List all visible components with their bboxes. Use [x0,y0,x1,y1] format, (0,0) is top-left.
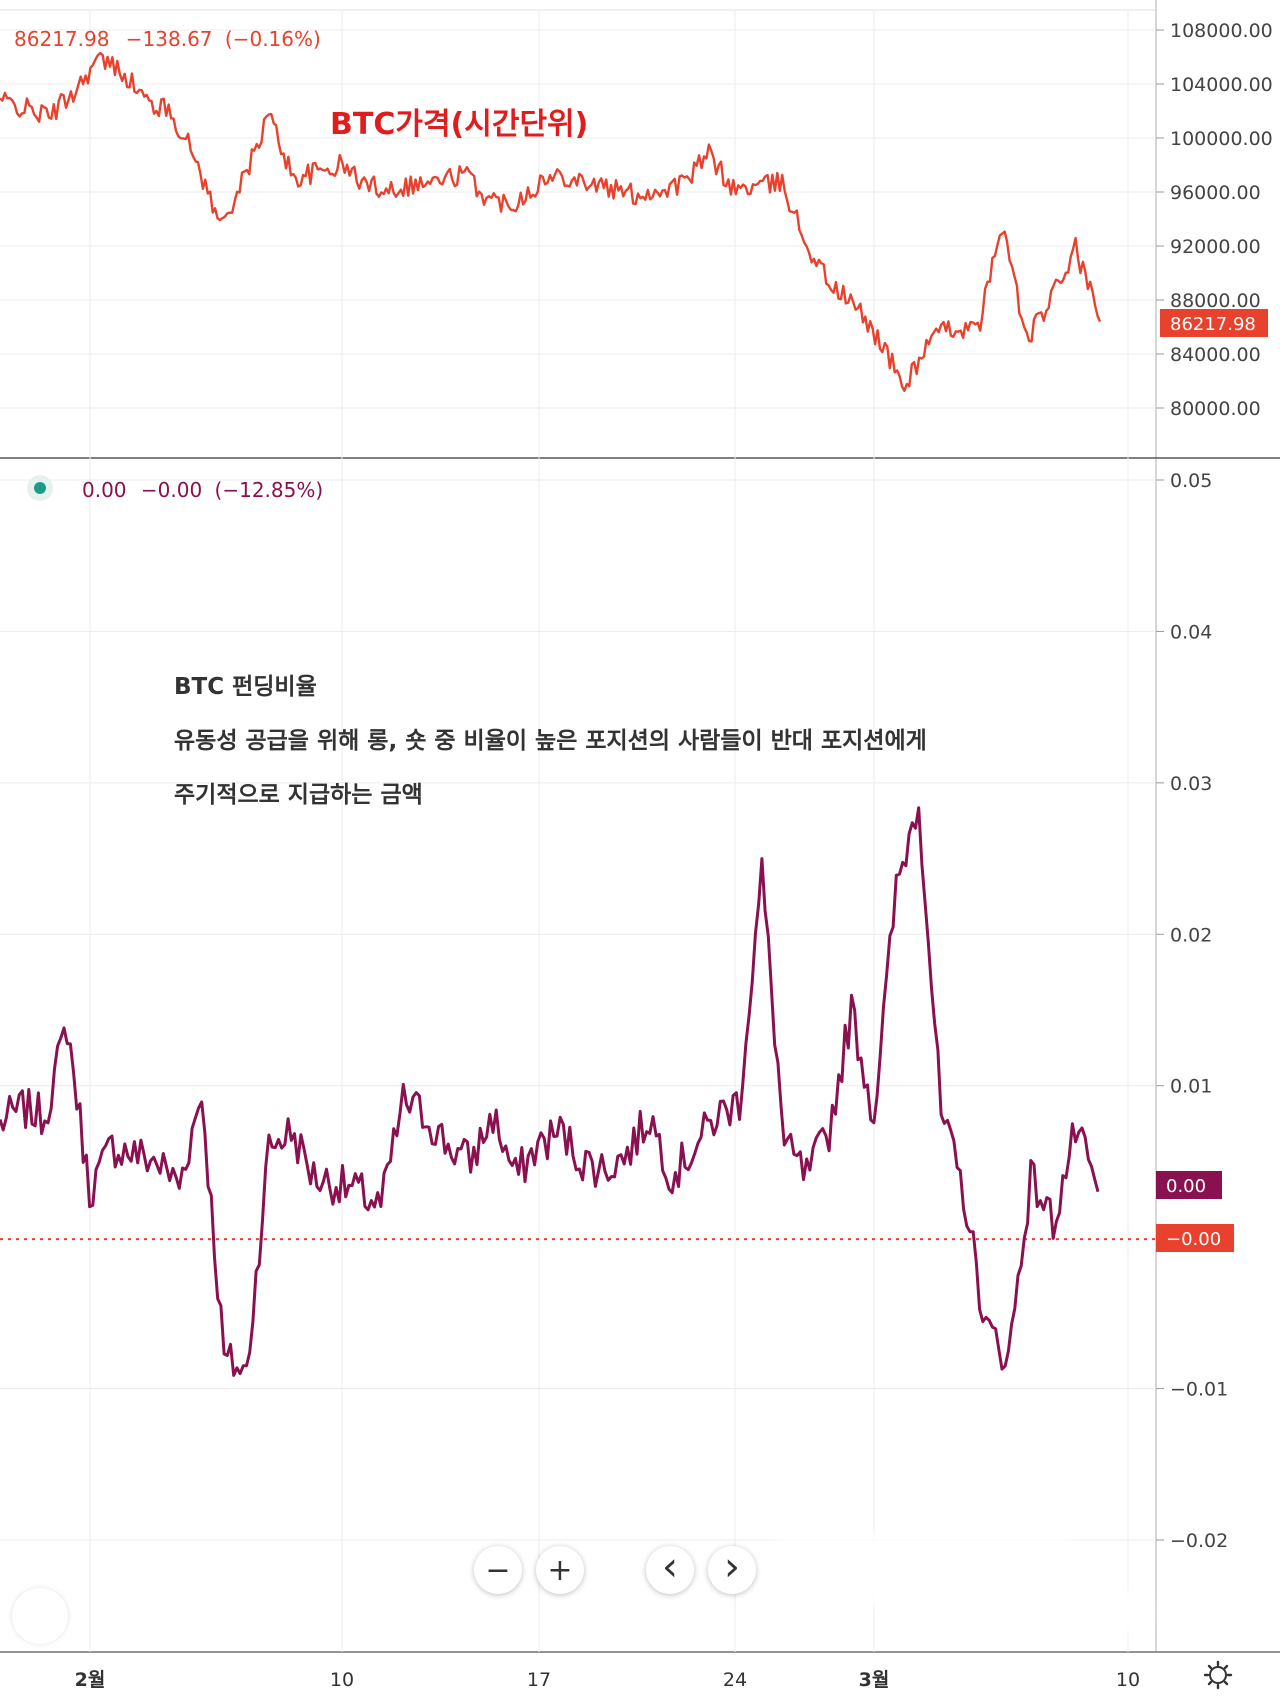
funding-annotation-line1: 유동성 공급을 위해 롱, 숏 중 비율이 높은 포지션의 사람들이 반대 포지… [174,728,927,754]
funding-series-line [0,806,1100,1377]
zoom-in-button[interactable]: + [536,1546,584,1594]
visibility-dot-inner [34,482,46,494]
funding-legend-change: −0.00 [141,478,202,502]
price-legend-value: 86217.98 [14,27,109,51]
price-legend: 86217.98 −138.67 (−0.16%) [14,27,321,51]
funding-tick-label: −0.02 [1170,1530,1228,1552]
funding-legend-text: 0.00 −0.00 (−12.85%) [82,478,323,502]
price-series-line [0,51,1102,392]
funding-tick-label: 0.04 [1170,621,1212,643]
price-tick-label: 96000.00 [1170,182,1261,204]
baseline-tag-text: −0.00 [1166,1229,1221,1250]
scroll-back-button[interactable]: ‹ [646,1544,694,1594]
funding-legend: 0.00 −0.00 (−12.85%) [27,475,323,502]
x-tick-label: 24 [723,1669,747,1691]
funding-annotation: BTC 펀딩비율 유동성 공급을 위해 롱, 숏 중 비율이 높은 포지션의 사… [174,674,927,808]
scroll-forward-button[interactable]: › [708,1544,756,1594]
x-axis-ticks: 2월 10 17 24 3월 10 [75,1669,1140,1691]
funding-tick-label: −0.01 [1170,1379,1228,1401]
price-tick-label: 84000.00 [1170,344,1261,366]
chart-frame [0,0,1280,1653]
funding-value-tag: 0.00 [1156,1171,1222,1199]
x-tick-label: 10 [1116,1669,1140,1691]
price-tick-label: 108000.00 [1170,20,1273,42]
funding-tick-label: 0.02 [1170,924,1212,946]
blur-overlay [1030,1590,1150,1634]
price-tick-label: 88000.00 [1170,290,1261,312]
chevron-right-icon: › [724,1544,740,1590]
funding-tick-label: 0.05 [1170,470,1212,492]
price-tick-label: 104000.00 [1170,74,1273,96]
funding-axis-ticks: 0.05 0.04 0.03 0.02 0.01 −0.01 −0.02 [1156,470,1228,1552]
price-grid [0,29,1156,409]
reset-view-button[interactable] [12,1588,68,1644]
price-tick-label: 100000.00 [1170,128,1273,150]
price-annotation: BTC가격(시간단위) [330,107,588,142]
zoom-out-button[interactable]: − [474,1546,522,1594]
x-tick-label: 17 [527,1669,551,1691]
price-axis-ticks: 108000.00 104000.00 100000.00 96000.00 92000… [1156,20,1273,420]
price-legend-change: −138.67 [126,27,213,51]
baseline-tag: −0.00 [1156,1224,1234,1252]
price-tick-label: 80000.00 [1170,398,1261,420]
chevron-left-icon: ‹ [662,1544,678,1590]
settings-gear-icon[interactable] [1203,1660,1233,1690]
funding-value-tag-text: 0.00 [1166,1176,1206,1197]
x-tick-label: 3월 [859,1669,890,1691]
funding-legend-value: 0.00 [82,478,127,502]
zoom-out-label: − [485,1552,511,1588]
x-tick-label: 10 [330,1669,354,1691]
zoom-in-label: + [547,1552,573,1588]
last-price-tag: 86217.98 [1160,309,1268,337]
funding-annotation-line2: 주기적으로 지급하는 금액 [174,782,423,808]
funding-tick-label: 0.01 [1170,1076,1212,1098]
zoom-toolbar: − + ‹ › [474,1544,756,1602]
last-price-tag-text: 86217.98 [1170,314,1256,335]
x-tick-label: 2월 [75,1669,106,1691]
price-legend-change-pct: (−0.16%) [225,27,321,51]
vertical-grid [89,10,1129,1652]
toolbar-spacer [598,1546,632,1602]
funding-tick-label: 0.03 [1170,773,1212,795]
funding-annotation-title: BTC 펀딩비율 [174,674,317,700]
funding-grid [0,479,1156,1541]
blur-overlay [760,1535,1090,1605]
price-tick-label: 92000.00 [1170,236,1261,258]
funding-legend-change-pct: (−12.85%) [215,478,324,502]
